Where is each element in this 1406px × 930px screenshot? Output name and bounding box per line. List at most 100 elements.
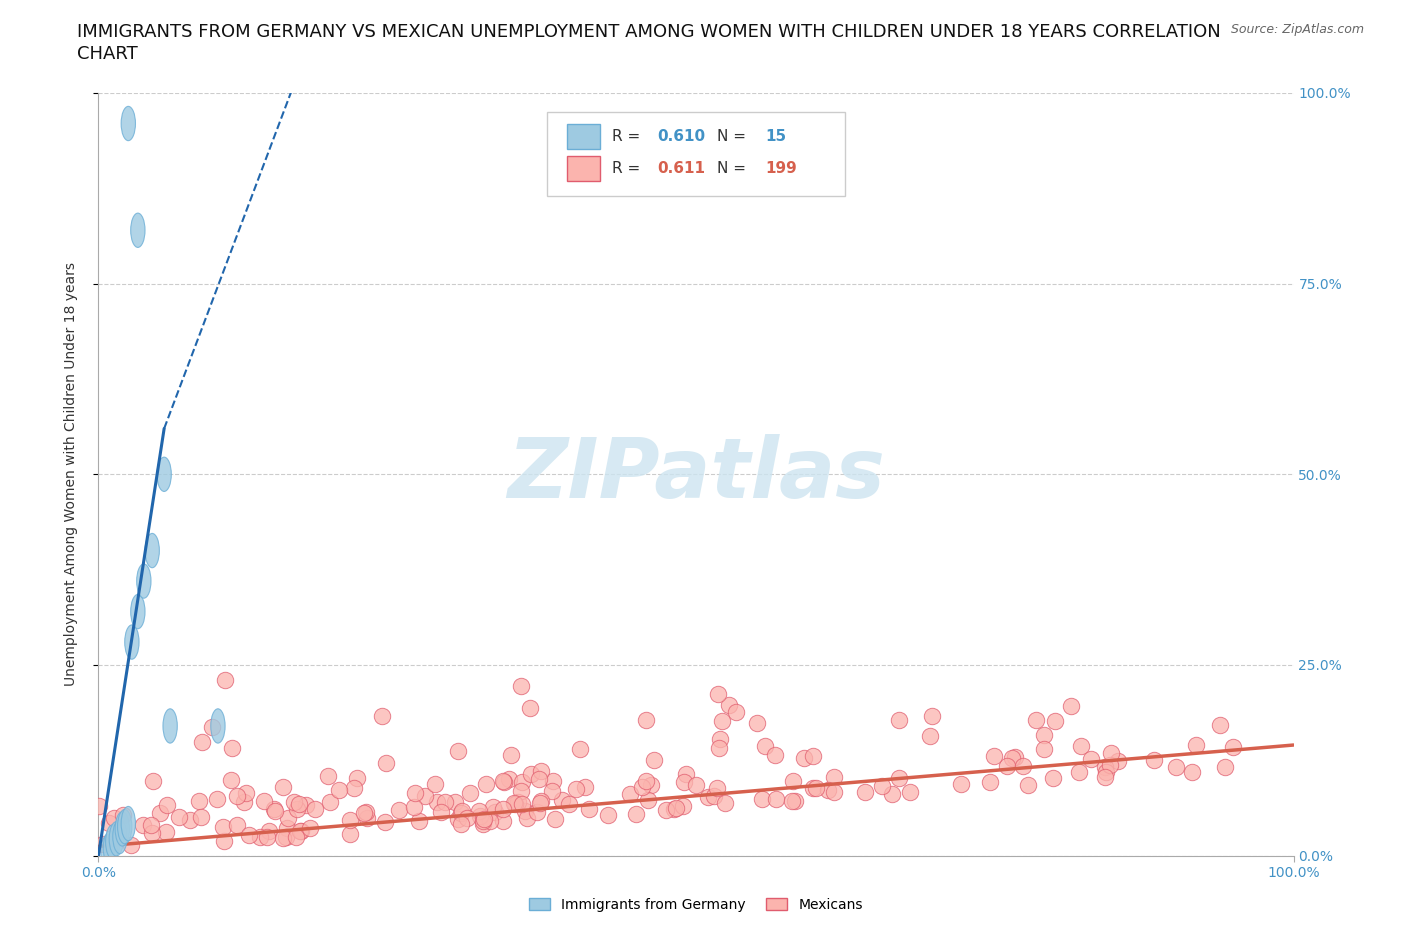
- Point: [404, 800, 426, 815]
- Point: [1213, 760, 1236, 775]
- Point: [765, 792, 787, 807]
- Legend: Immigrants from Germany, Mexicans: Immigrants from Germany, Mexicans: [523, 892, 869, 917]
- Point: [221, 741, 243, 756]
- Point: [1094, 770, 1116, 785]
- Point: [413, 789, 436, 804]
- Text: IMMIGRANTS FROM GERMANY VS MEXICAN UNEMPLOYMENT AMONG WOMEN WITH CHILDREN UNDER : IMMIGRANTS FROM GERMANY VS MEXICAN UNEMP…: [77, 23, 1220, 41]
- Bar: [567, 156, 600, 180]
- Point: [509, 678, 531, 693]
- Point: [430, 805, 453, 820]
- Point: [578, 802, 600, 817]
- Point: [673, 775, 696, 790]
- Point: [707, 741, 730, 756]
- Point: [949, 777, 972, 791]
- Point: [1004, 749, 1026, 764]
- Point: [468, 808, 491, 823]
- Point: [1164, 760, 1187, 775]
- Point: [529, 771, 551, 786]
- Point: [1032, 727, 1054, 742]
- Point: [780, 794, 803, 809]
- Point: [510, 797, 533, 812]
- Text: N =: N =: [717, 161, 751, 176]
- Point: [643, 752, 665, 767]
- Point: [141, 825, 163, 840]
- Point: [512, 775, 534, 790]
- Text: 199: 199: [765, 161, 797, 176]
- Point: [471, 817, 494, 831]
- Point: [703, 789, 725, 804]
- Point: [472, 814, 495, 829]
- Point: [804, 781, 827, 796]
- Point: [751, 792, 773, 807]
- Point: [664, 802, 686, 817]
- Point: [568, 741, 591, 756]
- Bar: [567, 125, 600, 149]
- Point: [288, 823, 311, 838]
- Ellipse shape: [118, 809, 132, 844]
- Point: [675, 767, 697, 782]
- Point: [1094, 759, 1116, 774]
- Point: [443, 794, 465, 809]
- Text: R =: R =: [613, 161, 645, 176]
- Ellipse shape: [145, 534, 159, 567]
- Point: [817, 782, 839, 797]
- Ellipse shape: [105, 825, 120, 859]
- Point: [205, 791, 228, 806]
- Point: [1107, 753, 1129, 768]
- Point: [672, 799, 695, 814]
- Ellipse shape: [121, 106, 135, 140]
- Point: [763, 747, 786, 762]
- Point: [456, 811, 478, 826]
- Point: [713, 795, 735, 810]
- Text: Source: ZipAtlas.com: Source: ZipAtlas.com: [1230, 23, 1364, 36]
- Point: [640, 777, 662, 792]
- Point: [558, 797, 581, 812]
- Point: [706, 781, 728, 796]
- Point: [503, 796, 526, 811]
- Point: [238, 828, 260, 843]
- Point: [619, 787, 641, 802]
- Point: [785, 793, 807, 808]
- Point: [353, 805, 375, 820]
- Y-axis label: Unemployment Among Women with Children Under 18 years: Unemployment Among Women with Children U…: [63, 262, 77, 686]
- Point: [540, 783, 562, 798]
- Point: [374, 755, 396, 770]
- Ellipse shape: [125, 625, 139, 659]
- Point: [515, 804, 537, 818]
- Point: [290, 824, 312, 839]
- Ellipse shape: [136, 564, 150, 598]
- Point: [404, 786, 426, 801]
- Point: [754, 738, 776, 753]
- Point: [655, 803, 678, 817]
- Point: [1181, 764, 1204, 779]
- Point: [103, 810, 125, 825]
- Point: [707, 686, 730, 701]
- Point: [354, 804, 377, 819]
- Point: [1099, 745, 1122, 760]
- Point: [983, 748, 1005, 763]
- Point: [256, 830, 278, 844]
- Point: [1070, 738, 1092, 753]
- Point: [112, 807, 135, 822]
- Point: [451, 804, 474, 818]
- Point: [529, 796, 551, 811]
- Ellipse shape: [110, 822, 124, 856]
- Point: [782, 774, 804, 789]
- Point: [388, 803, 411, 817]
- Point: [93, 836, 115, 851]
- Point: [426, 795, 449, 810]
- Point: [316, 769, 339, 784]
- Point: [1042, 771, 1064, 786]
- Point: [519, 700, 541, 715]
- Point: [447, 743, 470, 758]
- Point: [295, 797, 318, 812]
- Text: R =: R =: [613, 129, 645, 144]
- Point: [636, 774, 658, 789]
- Point: [526, 804, 548, 819]
- Point: [339, 827, 361, 842]
- Point: [484, 804, 506, 819]
- Point: [273, 780, 295, 795]
- Point: [685, 777, 707, 792]
- Point: [1032, 741, 1054, 756]
- Point: [346, 770, 368, 785]
